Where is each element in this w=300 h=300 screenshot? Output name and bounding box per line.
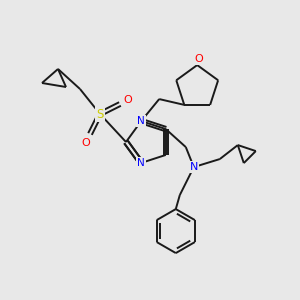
Text: N: N xyxy=(137,116,145,126)
Text: O: O xyxy=(124,95,132,105)
Text: N: N xyxy=(137,158,145,168)
Text: N: N xyxy=(190,162,198,172)
Text: S: S xyxy=(96,107,104,121)
Text: O: O xyxy=(82,138,90,148)
Text: O: O xyxy=(195,54,204,64)
